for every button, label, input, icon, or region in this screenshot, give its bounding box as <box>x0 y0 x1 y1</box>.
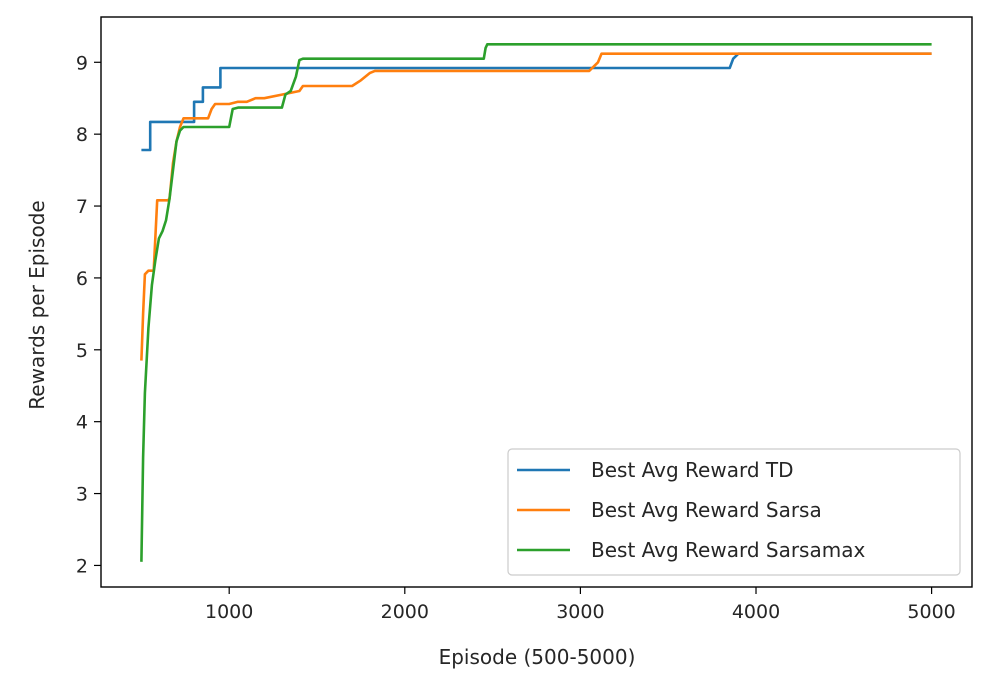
legend-label-best-avg-reward-td: Best Avg Reward TD <box>591 458 794 482</box>
series-line-best-avg-reward-sarsa <box>140 52 932 361</box>
x-tick-label: 1000 <box>205 601 253 623</box>
legend-box <box>507 448 961 576</box>
legend: Best Avg Reward TD Best Avg Reward Sarsa B… <box>507 448 961 576</box>
axis-ticks: 1000 2000 3000 4000 5000 2 3 4 5 6 7 8 9 <box>76 52 956 623</box>
series-line-best-avg-reward-sarsamax <box>140 42 932 562</box>
y-tick-label: 6 <box>76 268 88 290</box>
x-tick-label: 3000 <box>556 601 604 623</box>
plot-frame <box>100 16 973 588</box>
y-tick-label: 2 <box>76 555 88 577</box>
legend-label-best-avg-reward-sarsamax: Best Avg Reward Sarsamax <box>591 538 865 562</box>
legend-label-best-avg-reward-sarsa: Best Avg Reward Sarsa <box>591 498 822 522</box>
series-line-best-avg-reward-td <box>141 52 932 152</box>
y-axis-label: Rewards per Episode <box>25 200 49 409</box>
y-tick-label: 7 <box>76 196 88 218</box>
y-tick-label: 4 <box>76 412 88 434</box>
y-tick-label: 9 <box>76 52 88 74</box>
y-tick-label: 3 <box>76 484 88 506</box>
plot-content <box>140 42 932 562</box>
y-tick-label: 5 <box>76 340 88 362</box>
y-tick-label: 8 <box>76 124 88 146</box>
x-tick-label: 4000 <box>732 601 780 623</box>
x-tick-label: 2000 <box>381 601 429 623</box>
x-axis-label: Episode (500-5000) <box>439 645 636 669</box>
x-tick-label: 5000 <box>907 601 955 623</box>
